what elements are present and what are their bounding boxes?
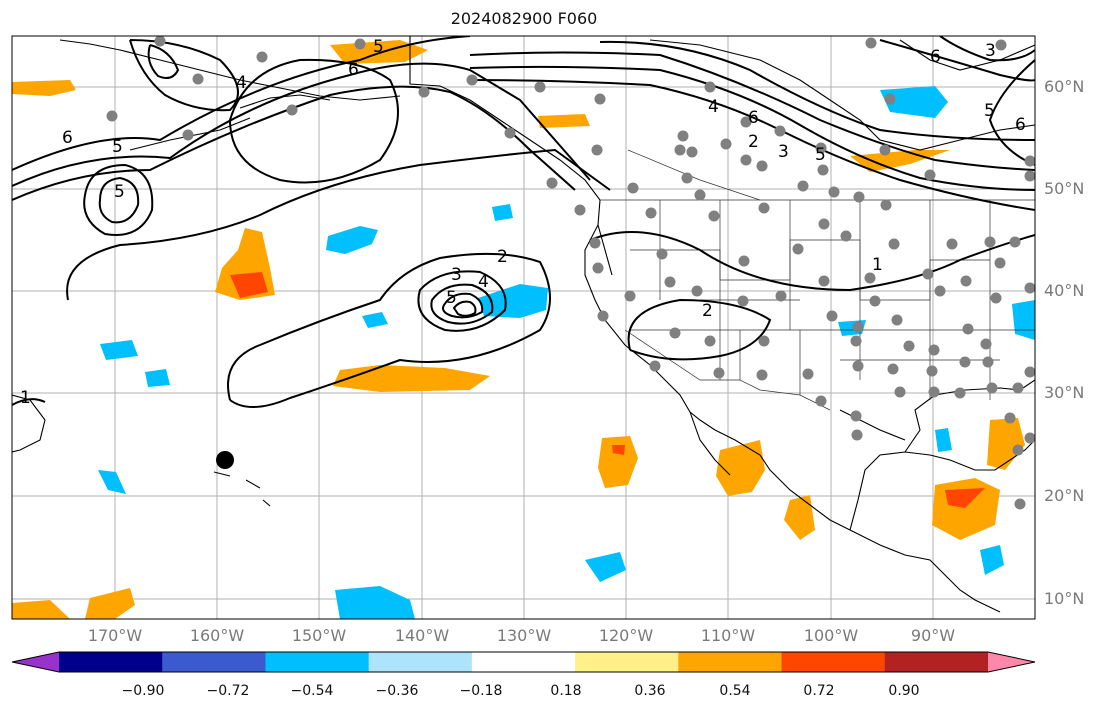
contour-label: 5 (112, 137, 123, 157)
colorbar-tick-label: 0.90 (888, 683, 920, 699)
colorbar-tick-label: −0.36 (375, 683, 419, 699)
lat-label: 40°N (1044, 281, 1085, 300)
contour-label: 5 (815, 145, 826, 165)
contour-label: 3 (985, 41, 996, 61)
contour-label: 3 (778, 142, 789, 162)
colorbar-extend-low (12, 652, 59, 672)
lon-label: 100°W (803, 626, 859, 645)
colorbar-segment (368, 652, 473, 672)
colorbar-segment (678, 652, 783, 672)
colorbar-tick-label: 0.72 (803, 683, 835, 699)
contour-label: 5 (114, 182, 125, 202)
lat-label: 10°N (1044, 589, 1085, 608)
lon-label: 130°W (496, 626, 552, 645)
contour-labels: 5 6 4 6 5 5 6 4 6 2 3 5 2 3 4 5 2 1 1 5 … (20, 37, 1026, 408)
contour-label: 2 (702, 301, 713, 321)
lon-label: 140°W (394, 626, 450, 645)
coastlines (12, 36, 1035, 613)
colorbar-outline (11, 651, 1036, 673)
colorbar (11, 651, 1036, 673)
lat-label: 60°N (1044, 77, 1085, 96)
map-title: 2024082900 F060 (450, 9, 598, 28)
lon-label: 90°W (910, 626, 956, 645)
contour-label: 3 (451, 265, 462, 285)
contour-label: 6 (1015, 115, 1026, 135)
colorbar-tick-label: −0.54 (290, 683, 334, 699)
colorbar-segment (471, 652, 576, 672)
colorbar-extend-high (988, 652, 1035, 672)
colorbar-segment (575, 652, 679, 672)
contour-label: 6 (748, 108, 759, 128)
contour-label: 6 (62, 128, 73, 148)
lat-label: 30°N (1044, 383, 1085, 402)
lon-label: 120°W (598, 626, 654, 645)
political-boundaries (600, 149, 1035, 411)
contour-label: 6 (930, 47, 941, 67)
contour-label: 1 (872, 255, 883, 275)
map-frame (11, 35, 1036, 620)
colorbar-tick-label: 0.36 (634, 683, 666, 699)
lon-label: 110°W (700, 626, 756, 645)
colorbar-tick-label: −0.72 (206, 683, 250, 699)
hawaii-station-marker (216, 451, 234, 469)
anomaly-shading (12, 40, 1035, 619)
colorbar-tick-label: −0.90 (121, 683, 165, 699)
colorbar-tick-label: 0.54 (719, 683, 751, 699)
contour-label: 4 (708, 97, 719, 117)
contours (12, 36, 1035, 409)
lon-label: 170°W (87, 626, 143, 645)
station-dots (106, 36, 1035, 510)
colorbar-tick-label: 0.18 (550, 683, 582, 699)
contour-label: 4 (236, 73, 247, 93)
colorbar-segment (59, 652, 163, 672)
contour-label: 2 (497, 247, 508, 267)
lat-label: 50°N (1044, 179, 1085, 198)
contour-label: 4 (478, 272, 489, 292)
colorbar-segment (265, 652, 370, 672)
contour-label: 5 (373, 37, 384, 57)
lat-label: 20°N (1044, 486, 1085, 505)
colorbar-segment (162, 652, 266, 672)
lon-label: 160°W (189, 626, 245, 645)
colorbar-tick-label: −0.18 (459, 683, 503, 699)
contour-label: 5 (984, 101, 995, 121)
contour-label: 5 (446, 288, 457, 308)
contour-label: 2 (748, 132, 759, 152)
colorbar-segment (884, 652, 989, 672)
contour-label: 1 (20, 388, 31, 408)
colorbar-segment (781, 652, 886, 672)
lon-label: 150°W (291, 626, 347, 645)
contour-label: 6 (348, 60, 359, 80)
